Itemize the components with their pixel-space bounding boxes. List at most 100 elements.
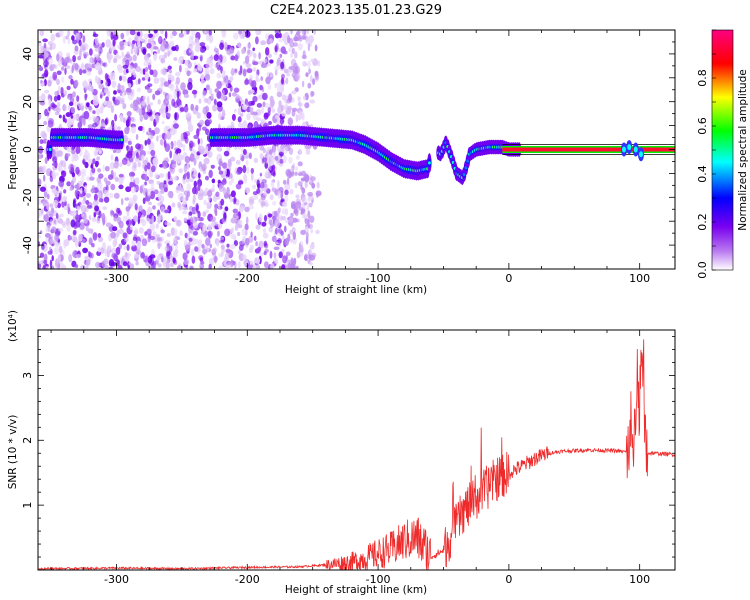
noise-speck	[300, 229, 306, 235]
noise-speck	[60, 221, 66, 226]
noise-speck	[95, 261, 101, 269]
noise-speck	[175, 76, 181, 85]
noise-speck	[263, 112, 269, 120]
noise-speck	[152, 205, 156, 210]
noise-speck	[203, 199, 207, 206]
noise-speck	[255, 36, 259, 45]
noise-speck	[57, 150, 63, 157]
noise-speck	[84, 93, 87, 101]
noise-speck	[270, 262, 275, 269]
noise-speck	[164, 134, 168, 140]
noise-speck	[67, 203, 70, 210]
noise-speck	[310, 229, 314, 234]
noise-speck	[250, 231, 253, 238]
noise-speck	[99, 106, 104, 114]
noise-speck	[133, 161, 137, 169]
noise-speck	[267, 106, 271, 114]
noise-speck	[295, 194, 300, 199]
noise-speck	[112, 239, 117, 248]
noise-speck	[268, 219, 273, 225]
noise-speck	[52, 199, 59, 208]
noise-speck	[234, 261, 237, 269]
noise-speck	[218, 166, 221, 171]
noise-speck	[41, 243, 45, 250]
noise-speck	[147, 33, 153, 38]
noise-speck	[278, 32, 282, 39]
noise-speck	[132, 104, 138, 112]
noise-speck	[108, 266, 114, 269]
noise-speck	[104, 165, 110, 172]
noise-speck	[316, 192, 319, 198]
noise-speck	[184, 244, 191, 252]
noise-speck	[75, 220, 81, 228]
noise-speck	[152, 69, 158, 78]
spectrogram-x-label: Height of straight line (km)	[285, 284, 427, 296]
noise-speck	[103, 189, 110, 197]
noise-speck	[162, 161, 168, 169]
noise-speck	[88, 106, 93, 112]
noise-speck	[273, 210, 278, 218]
noise-speck	[38, 234, 42, 239]
noise-speck	[282, 179, 287, 185]
noise-speck	[201, 248, 208, 254]
noise-speck	[269, 38, 273, 43]
noise-speck	[277, 190, 282, 199]
noise-speck	[205, 84, 210, 91]
noise-speck	[83, 213, 87, 221]
noise-speck	[242, 149, 247, 155]
noise-speck	[96, 108, 101, 116]
noise-speck	[217, 223, 223, 229]
noise-speck	[216, 90, 222, 99]
noise-speck	[284, 189, 289, 196]
noise-speck	[47, 80, 52, 87]
blob-core	[621, 146, 626, 153]
noise-speck	[182, 174, 186, 180]
noise-speck	[40, 186, 46, 192]
noise-speck	[273, 257, 278, 265]
noise-speck	[308, 68, 311, 75]
noise-speck	[110, 154, 114, 161]
noise-speck	[231, 55, 236, 60]
noise-speck	[130, 219, 134, 226]
noise-speck	[136, 96, 140, 104]
noise-speck	[237, 231, 241, 237]
noise-speck	[74, 45, 79, 52]
noise-speck	[39, 30, 45, 37]
noise-speck	[125, 251, 128, 258]
spectrogram-x-tick-label: -200	[235, 272, 260, 285]
noise-speck	[75, 166, 80, 175]
blob-core	[633, 146, 638, 153]
noise-speck	[175, 242, 178, 251]
noise-speck	[165, 96, 169, 104]
noise-speck	[182, 197, 187, 205]
noise-speck	[310, 58, 315, 63]
noise-speck	[296, 251, 301, 259]
noise-speck	[223, 76, 227, 83]
noise-speck	[103, 258, 109, 265]
noise-speck	[202, 211, 207, 217]
noise-speck	[180, 187, 185, 192]
noise-speck	[69, 186, 73, 192]
spectrogram-y-tick-label: 20	[21, 95, 34, 109]
noise-speck	[278, 38, 284, 43]
noise-speck	[91, 85, 94, 94]
noise-speck	[236, 50, 240, 56]
noise-speck	[210, 93, 214, 99]
noise-speck	[40, 79, 43, 84]
noise-speck	[189, 153, 195, 162]
noise-speck	[197, 239, 203, 248]
noise-speck	[262, 157, 268, 163]
noise-speck	[45, 66, 49, 71]
noise-speck	[209, 37, 213, 44]
colorbar-tick-label: 0.2	[696, 213, 709, 231]
noise-speck	[142, 197, 146, 205]
noise-speck	[272, 201, 277, 206]
noise-speck	[303, 32, 307, 41]
noise-speck	[126, 87, 132, 96]
noise-speck	[66, 181, 71, 187]
noise-speck	[146, 42, 152, 49]
colorbar-tick-label: 0.4	[696, 165, 709, 183]
noise-speck	[200, 137, 203, 145]
noise-speck	[214, 255, 217, 264]
noise-speck	[242, 68, 247, 77]
